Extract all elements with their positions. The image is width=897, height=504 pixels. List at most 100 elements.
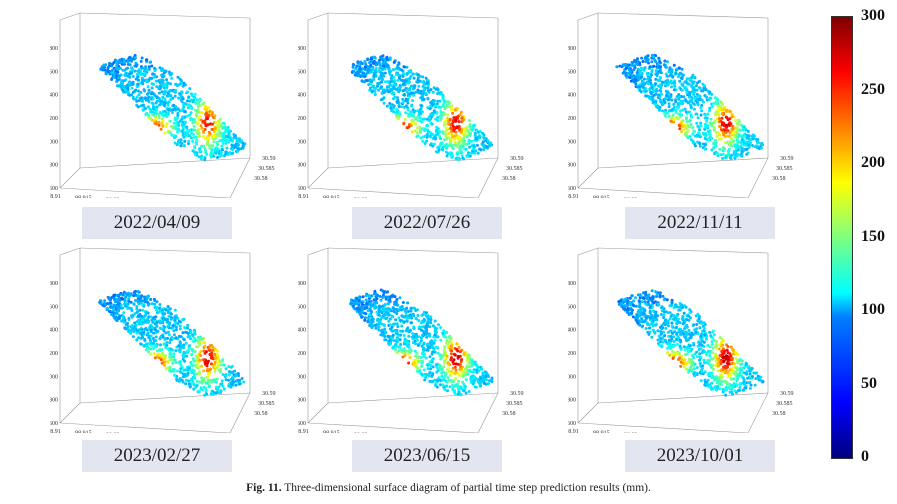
data-point [431, 350, 435, 354]
data-point [170, 76, 174, 80]
data-point [117, 84, 121, 88]
data-point [632, 299, 636, 303]
data-point [646, 73, 650, 77]
data-point [391, 315, 395, 319]
data-point [150, 86, 154, 90]
data-point [723, 135, 727, 139]
data-point [139, 90, 143, 94]
data-point [445, 154, 449, 158]
data-point [467, 390, 471, 393]
data-point [396, 325, 400, 328]
data-point [726, 149, 730, 153]
data-point [421, 117, 425, 121]
data-point [480, 142, 484, 146]
axis-frame-line [577, 422, 749, 433]
data-point [168, 369, 172, 373]
data-point [718, 147, 722, 151]
data-point [730, 153, 734, 157]
data-point [421, 75, 425, 79]
data-point [473, 151, 477, 155]
data-point [202, 129, 205, 133]
data-point [187, 103, 191, 107]
data-point [178, 376, 182, 380]
data-point [432, 142, 436, 146]
z-tick-label: 3800 [568, 46, 576, 52]
data-point [361, 71, 364, 75]
axis-frame-line [577, 402, 599, 424]
data-point [154, 335, 158, 339]
data-point [401, 329, 405, 333]
data-point [730, 144, 734, 148]
panel-date-label: 2022/04/09 [82, 207, 232, 239]
data-point [458, 144, 462, 148]
data-point [473, 363, 477, 366]
data-point [175, 124, 179, 127]
data-point [153, 121, 157, 125]
data-point [156, 329, 160, 333]
data-point [179, 367, 183, 371]
data-point [178, 119, 182, 123]
data-point [124, 89, 128, 93]
point-cloud [99, 54, 247, 162]
data-point [177, 334, 181, 338]
data-point [145, 70, 149, 74]
data-point [364, 68, 367, 72]
data-point [730, 356, 734, 360]
data-point [393, 347, 397, 351]
data-point [127, 297, 131, 301]
data-point [460, 367, 464, 371]
data-point [473, 133, 477, 137]
data-point [187, 142, 190, 146]
data-point [220, 144, 224, 148]
data-point [415, 126, 419, 130]
z-tick-label: 3400 [50, 328, 58, 334]
data-point [428, 360, 432, 364]
data-point [402, 65, 406, 69]
data-point [427, 374, 431, 378]
data-point [624, 73, 628, 77]
data-point [191, 100, 195, 104]
data-point [385, 104, 389, 108]
data-point [372, 84, 376, 88]
data-point [165, 122, 169, 126]
data-point [196, 345, 200, 349]
data-point [451, 360, 455, 364]
data-point [666, 111, 670, 115]
data-point [167, 314, 171, 318]
data-point [124, 327, 128, 331]
data-point [164, 308, 168, 312]
data-point [168, 307, 172, 311]
data-point [461, 371, 465, 374]
data-point [110, 78, 114, 81]
data-point [650, 68, 654, 72]
data-point [481, 140, 485, 144]
data-point [104, 71, 108, 75]
data-point [419, 119, 423, 123]
data-point [631, 64, 635, 67]
z-tick-label: 2600 [298, 186, 306, 192]
data-point [133, 293, 137, 297]
data-point [489, 143, 493, 147]
data-point [682, 95, 686, 99]
data-point [117, 317, 120, 320]
data-point [680, 113, 684, 117]
data-point [688, 99, 692, 103]
data-point [691, 82, 695, 86]
data-point [219, 151, 223, 154]
data-point [454, 377, 458, 381]
data-point [201, 119, 205, 123]
data-point [475, 371, 479, 374]
data-point [444, 384, 448, 388]
data-point [229, 365, 233, 369]
data-point [136, 105, 140, 109]
data-point [670, 298, 674, 302]
data-point [395, 111, 399, 115]
data-point [202, 134, 205, 138]
z-tick-label: 3800 [50, 46, 58, 52]
data-point [219, 122, 223, 126]
data-point [395, 101, 399, 104]
data-point [373, 93, 377, 96]
data-point [223, 138, 227, 142]
data-point [696, 103, 700, 107]
data-point [706, 112, 710, 116]
